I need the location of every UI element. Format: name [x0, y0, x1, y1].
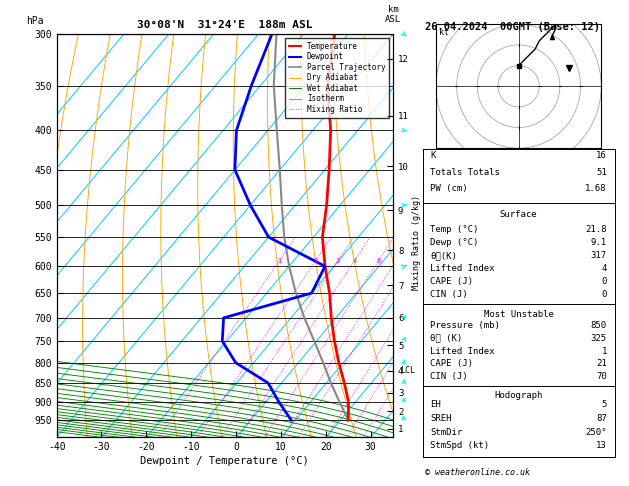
Text: 325: 325 [591, 333, 607, 343]
Text: CIN (J): CIN (J) [430, 290, 468, 299]
Text: 250°: 250° [586, 428, 607, 437]
Text: 4: 4 [601, 264, 607, 273]
Text: 51: 51 [596, 168, 607, 177]
Title: 30°08'N  31°24'E  188m ASL: 30°08'N 31°24'E 188m ASL [137, 20, 313, 31]
Text: 850: 850 [591, 321, 607, 330]
Text: θᴇ (K): θᴇ (K) [430, 333, 462, 343]
Legend: Temperature, Dewpoint, Parcel Trajectory, Dry Adiabat, Wet Adiabat, Isotherm, Mi: Temperature, Dewpoint, Parcel Trajectory… [286, 38, 389, 118]
Text: kt: kt [439, 28, 449, 37]
Text: 3: 3 [336, 258, 340, 263]
Text: 26.04.2024  00GMT (Base: 12): 26.04.2024 00GMT (Base: 12) [425, 22, 599, 32]
Text: 13: 13 [596, 441, 607, 451]
Text: Lifted Index: Lifted Index [430, 264, 495, 273]
Text: 4: 4 [352, 258, 357, 263]
Text: hPa: hPa [26, 16, 44, 26]
Text: 0: 0 [601, 277, 607, 286]
Text: CIN (J): CIN (J) [430, 372, 468, 382]
Text: 2: 2 [313, 258, 318, 263]
Text: StmSpd (kt): StmSpd (kt) [430, 441, 489, 451]
Text: Mixing Ratio (g/kg): Mixing Ratio (g/kg) [412, 195, 421, 291]
Text: SREH: SREH [430, 414, 452, 423]
Text: 1.68: 1.68 [586, 184, 607, 193]
Text: CAPE (J): CAPE (J) [430, 360, 474, 368]
Text: 87: 87 [596, 414, 607, 423]
Text: 16: 16 [596, 151, 607, 160]
Text: PW (cm): PW (cm) [430, 184, 468, 193]
Text: Totals Totals: Totals Totals [430, 168, 500, 177]
Text: Hodograph: Hodograph [494, 391, 543, 400]
Text: Dewp (°C): Dewp (°C) [430, 238, 479, 247]
Text: LCL: LCL [400, 366, 415, 375]
Text: 1: 1 [277, 258, 281, 263]
Text: 6: 6 [376, 258, 381, 263]
Text: © weatheronline.co.uk: © weatheronline.co.uk [425, 469, 530, 477]
Text: 9.1: 9.1 [591, 238, 607, 247]
X-axis label: Dewpoint / Temperature (°C): Dewpoint / Temperature (°C) [140, 456, 309, 467]
Text: 317: 317 [591, 251, 607, 260]
Text: Lifted Index: Lifted Index [430, 347, 495, 355]
Text: EH: EH [430, 400, 441, 409]
Text: K: K [430, 151, 436, 160]
Text: θᴇ(K): θᴇ(K) [430, 251, 457, 260]
Text: Pressure (mb): Pressure (mb) [430, 321, 500, 330]
Text: Most Unstable: Most Unstable [484, 310, 554, 318]
Text: CAPE (J): CAPE (J) [430, 277, 474, 286]
Text: 70: 70 [596, 372, 607, 382]
Text: Surface: Surface [500, 210, 537, 219]
Text: 0: 0 [601, 290, 607, 299]
Text: 1: 1 [601, 347, 607, 355]
Text: Temp (°C): Temp (°C) [430, 225, 479, 234]
Text: km
ASL: km ASL [385, 4, 401, 24]
Text: 21: 21 [596, 360, 607, 368]
Text: 5: 5 [601, 400, 607, 409]
Text: StmDir: StmDir [430, 428, 462, 437]
Text: 21.8: 21.8 [586, 225, 607, 234]
